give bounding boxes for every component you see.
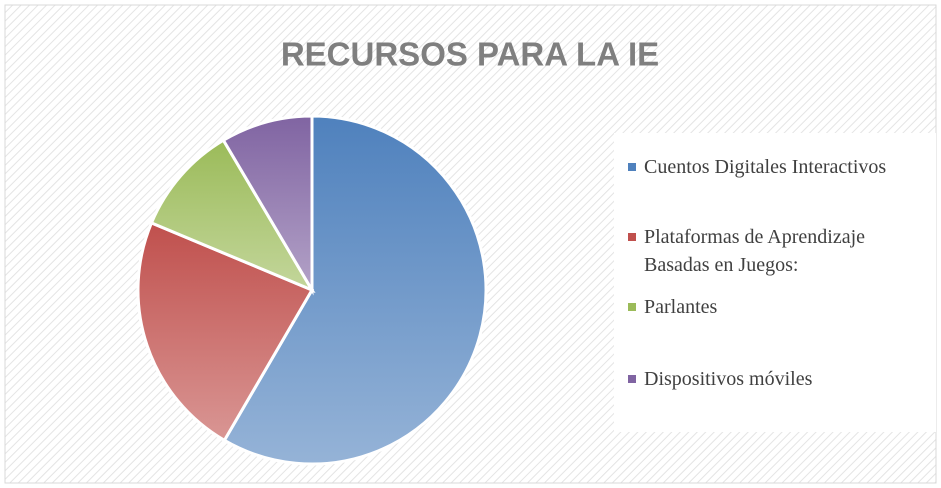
legend-swatch [628, 233, 636, 241]
pie-slice [149, 138, 316, 294]
pie-slice [222, 114, 488, 466]
legend: Cuentos Digitales Interactivos Plataforma… [614, 133, 936, 432]
legend-swatch [628, 375, 636, 383]
legend-item: Dispositivos móviles [628, 365, 928, 393]
legend-item: Parlantes [628, 293, 928, 321]
legend-label: Cuentos Digitales Interactivos [644, 156, 887, 178]
legend-label: Plataformas de Aprendizaje Basadas en Ju… [644, 226, 866, 276]
pie-slice [136, 220, 315, 443]
legend-label: Dispositivos móviles [644, 368, 813, 390]
legend-label: Parlantes [644, 296, 718, 318]
legend-item: Cuentos Digitales Interactivos [628, 153, 928, 181]
legend-swatch [628, 303, 636, 311]
legend-item: Plataformas de Aprendizaje Basadas en Ju… [628, 223, 928, 279]
legend-swatch [628, 163, 636, 171]
pie-slice [221, 114, 314, 296]
chart-title: RECURSOS PARA LA IE [281, 36, 659, 73]
